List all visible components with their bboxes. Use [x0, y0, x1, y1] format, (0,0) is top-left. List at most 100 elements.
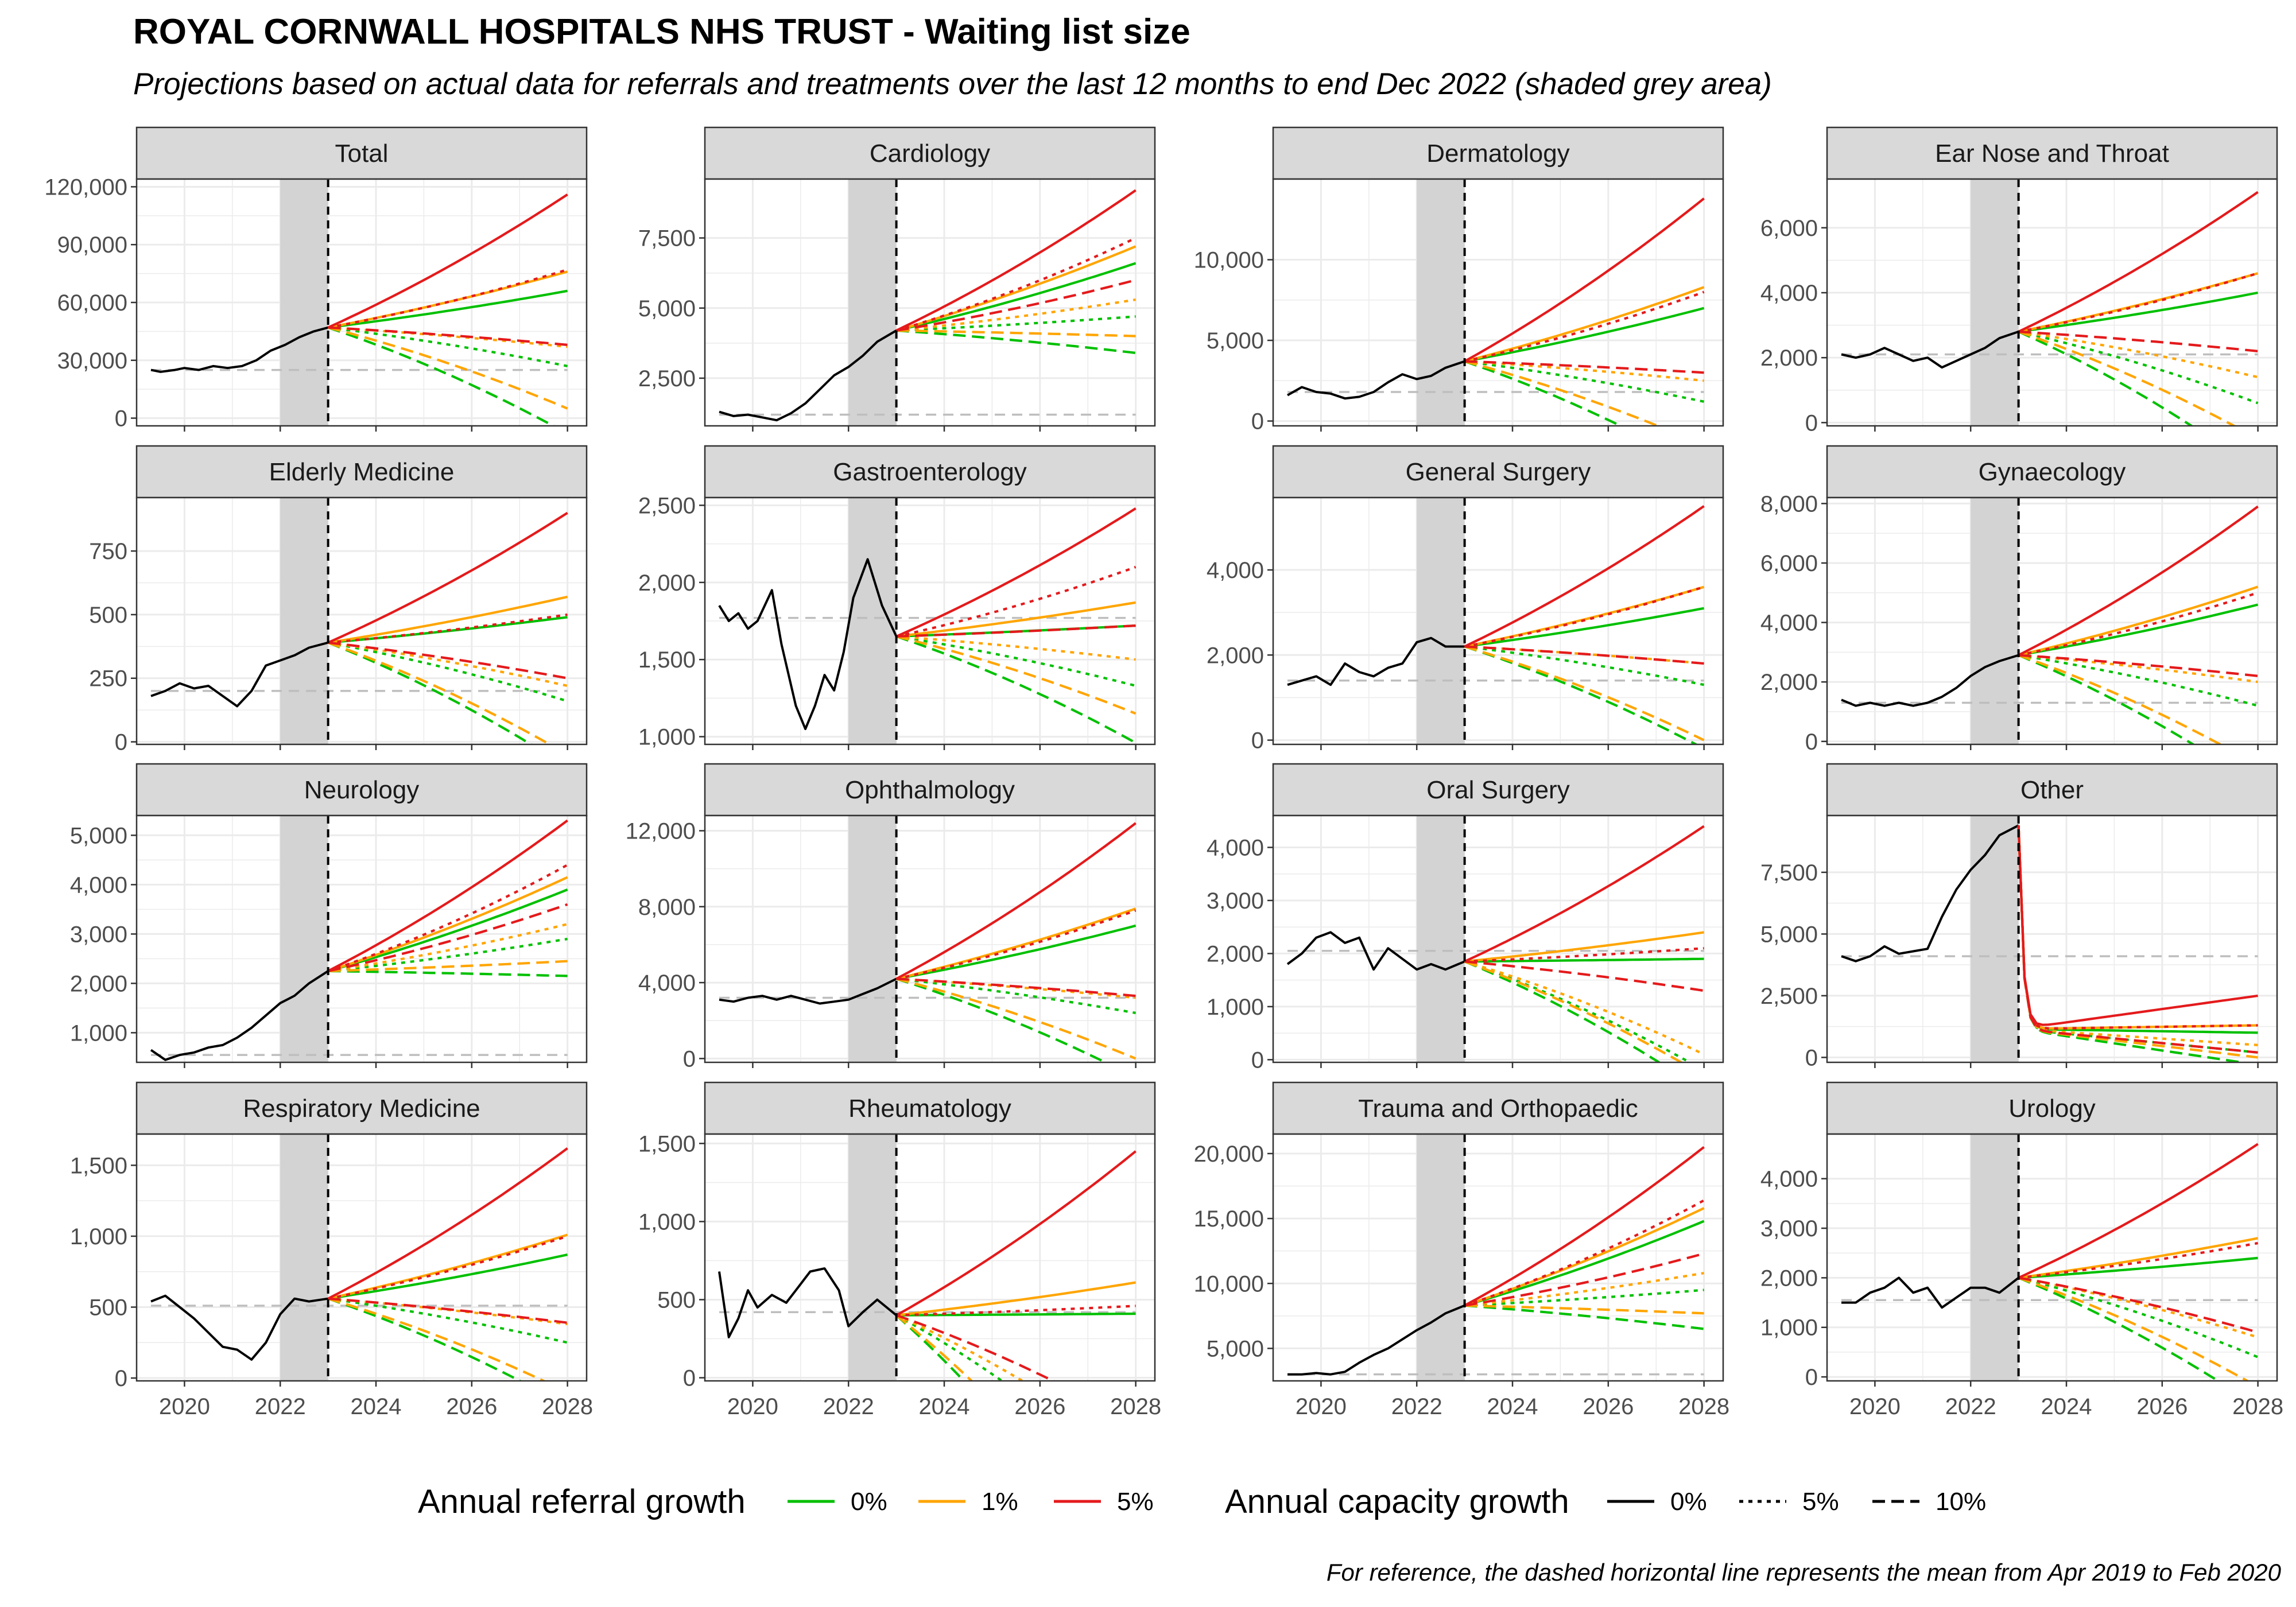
x-tick-label: 2022 [255, 1394, 306, 1419]
panel-border [1272, 1133, 1724, 1382]
facet-total: Total 0 30,000 60,000 90,000 120,000 [44, 126, 588, 432]
projection-g1-cap2 [2017, 825, 2258, 1059]
facet-respiratory-medicine: Respiratory Medicine 0 500 1,000 1,500 2020 20… [70, 1081, 593, 1419]
facet-rheumatology: Rheumatology 0 500 1,000 1,500 2020 2022 2024 20… [638, 1081, 1161, 1419]
projection-g5-cap2 [1464, 960, 1704, 992]
panel-content [1273, 1134, 1723, 1381]
y-tick-label: 2,000 [70, 971, 127, 996]
panel-background [705, 179, 1155, 426]
panel-content [705, 816, 1155, 1062]
projection-g0-cap1 [1464, 360, 1705, 403]
historical-line [718, 558, 898, 731]
y-tick-label: 90,000 [57, 232, 127, 258]
y-tick-label: 3,000 [1760, 1216, 1818, 1241]
projection-g5-cap2 [328, 1297, 568, 1324]
projection-g0-cap1 [896, 977, 1136, 1015]
facet-label: Neurology [304, 776, 420, 804]
projection-g5-cap0 [2018, 191, 2259, 333]
projection-g5-cap0 [2018, 505, 2259, 657]
projection-g5-cap2 [895, 1314, 1056, 1381]
y-tick-label: 8,000 [638, 895, 696, 920]
y-tick-label: 1,000 [70, 1020, 127, 1046]
projection-g1-cap2 [327, 641, 552, 744]
facet-label: Ophthalmology [845, 776, 1015, 804]
facet-oral-surgery: Oral Surgery 0 1,000 2,000 3,000 4,000 [1207, 763, 1724, 1073]
x-tick-label: 2022 [823, 1394, 874, 1419]
y-tick-label: 8,000 [1760, 491, 1818, 517]
facet-label: Cardiology [870, 139, 990, 168]
panel-background [1273, 1134, 1723, 1381]
y-tick-label: 1,500 [70, 1153, 127, 1178]
facet-label: Gastroenterology [833, 458, 1027, 486]
projection-g1-cap2 [2018, 1276, 2250, 1381]
projection-g1-cap1 [2017, 825, 2258, 1046]
y-tick-label: 1,500 [638, 647, 696, 673]
panel-content [137, 816, 587, 1062]
panel-content [1827, 179, 2277, 426]
panel-border [704, 814, 1156, 1063]
x-tick-label: 2026 [446, 1394, 497, 1419]
projection-g1-cap2 [896, 977, 1137, 1060]
facet-strip [135, 445, 588, 499]
projection-g0-cap0 [2018, 1256, 2258, 1279]
projection-g5-cap1 [2018, 1241, 2258, 1279]
projection-g5-cap1 [2018, 272, 2259, 333]
projection-g5-cap2 [328, 641, 568, 680]
x-tick-label: 2026 [1583, 1394, 1634, 1419]
y-tick-label: 0 [115, 730, 127, 755]
facet-trauma-and-orthopaedic: Trauma and Orthopaedic 5,000 10,000 15,000 2… [1194, 1081, 1729, 1419]
historical-line [1287, 1304, 1465, 1376]
facet-ophthalmology: Ophthalmology 0 4,000 8,000 12,000 [626, 763, 1156, 1072]
projection-g5-cap0 [327, 511, 568, 644]
y-tick-label: 0 [1805, 1045, 1818, 1070]
projection-g1-cap2 [1464, 960, 1684, 1062]
projection-g0-cap2 [327, 641, 533, 744]
y-tick-label: 0 [1251, 728, 1264, 754]
historical-line [719, 977, 897, 1005]
y-tick-label: 500 [89, 603, 127, 628]
panel-content [705, 498, 1155, 744]
projection-g0-cap1 [328, 641, 568, 702]
x-tick-label: 2028 [542, 1394, 593, 1419]
y-tick-label: 750 [89, 539, 127, 564]
facet-strip [704, 763, 1156, 817]
legend-label-capacity: 5% [1802, 1488, 1839, 1516]
projection-g0-cap1 [328, 937, 568, 972]
panel-content [1827, 498, 2277, 744]
projection-g5-cap1 [2018, 591, 2259, 657]
facet-label: Respiratory Medicine [243, 1094, 480, 1123]
projection-g0-cap2 [2018, 1276, 2221, 1381]
projection-g5-cap0 [2017, 825, 2258, 1026]
shaded-period [1417, 1134, 1465, 1381]
x-tick-label: 2024 [1487, 1394, 1538, 1419]
y-tick-label: 2,000 [1207, 643, 1264, 668]
projection-g1-cap0 [896, 907, 1137, 980]
x-tick-label: 2028 [1110, 1394, 1161, 1419]
projection-g5-cap2 [1464, 645, 1704, 665]
projection-g1-cap0 [1464, 1207, 1705, 1307]
historical-line [1841, 824, 2019, 962]
projection-g0-cap0 [328, 1253, 568, 1300]
panel-border [1272, 814, 1724, 1063]
projection-g1-cap1 [896, 635, 1136, 661]
facet-label: Ear Nose and Throat [1935, 139, 2169, 168]
projection-g1-cap0 [896, 1281, 1136, 1317]
panel-border [1272, 496, 1724, 746]
facet-label: Urology [2008, 1094, 2096, 1123]
projection-g5-cap2 [896, 278, 1137, 332]
projection-g0-cap2 [895, 635, 1137, 744]
projection-g1-cap0 [1464, 931, 1704, 963]
projection-g1-cap2 [1464, 1304, 1704, 1315]
projection-g0-cap2 [2018, 330, 2194, 426]
projection-g0-cap2 [1464, 1304, 1704, 1330]
projection-g1-cap0 [1464, 286, 1705, 363]
projection-g5-cap1 [896, 236, 1137, 332]
facet-other: Other 0 2,500 5,000 7,500 [1760, 763, 2278, 1070]
historical-line [718, 1267, 897, 1338]
legend-label-referral: 1% [982, 1488, 1018, 1516]
y-tick-label: 1,000 [638, 725, 696, 750]
y-tick-label: 1,000 [638, 1209, 696, 1235]
facet-neurology: Neurology 1,000 2,000 3,000 4,000 5,000 [70, 763, 588, 1068]
projection-g5-cap2 [2018, 654, 2258, 677]
panel-border [1826, 178, 2278, 427]
